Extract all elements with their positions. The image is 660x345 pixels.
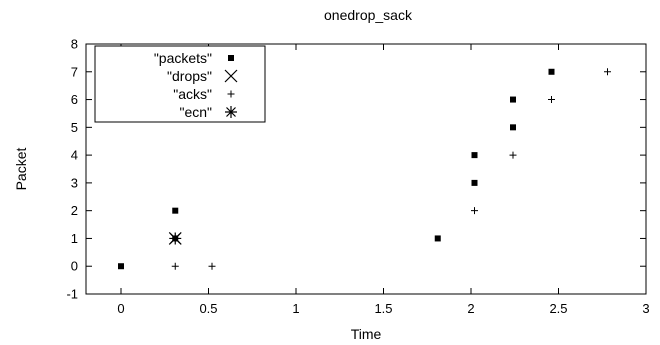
acks-point	[604, 68, 611, 76]
legend-label-packets: "packets"	[154, 50, 212, 66]
y-axis-label: Packet	[13, 147, 29, 190]
acks-point	[208, 262, 216, 270]
packets-point	[471, 179, 478, 186]
y-tick-label: 8	[71, 37, 78, 52]
legend-marker-packets	[228, 55, 234, 61]
legend-box	[94, 45, 266, 123]
legend-label-drops: "drops"	[167, 68, 212, 84]
y-tick-label: 4	[71, 148, 78, 163]
packets-point	[510, 124, 516, 131]
packets-point	[471, 152, 478, 159]
y-tick-label: 1	[71, 231, 78, 246]
packets-point	[434, 235, 441, 242]
x-tick-label: 2	[467, 301, 474, 316]
acks-point	[471, 207, 478, 215]
acks-point	[509, 151, 517, 159]
axis-tick-labels: 0 0.5 1 1.5 2 2.5 3 -1 0 1 2 3 4 5 6 7 8	[66, 37, 649, 317]
legend: "packets" "drops" "acks" "ecn"	[94, 45, 266, 123]
x-tick-label: 1	[292, 301, 299, 316]
y-tick-label: 5	[71, 120, 78, 135]
chart-title: onedrop_sack	[324, 7, 413, 23]
ecn-point	[169, 232, 182, 245]
y-tick-label: 0	[71, 259, 78, 274]
x-tick-label: 3	[642, 301, 649, 316]
legend-marker-acks	[227, 90, 235, 98]
acks-point	[548, 96, 555, 104]
data-marks	[118, 68, 611, 270]
x-axis-label: Time	[351, 326, 382, 342]
packets-point	[548, 68, 555, 75]
packets-point	[118, 263, 124, 270]
y-tick-label: 2	[71, 203, 78, 218]
x-tick-label: 1.5	[374, 301, 392, 316]
y-tick-label: 7	[71, 64, 78, 79]
y-tick-label: 3	[71, 175, 78, 190]
packets-point	[510, 96, 516, 103]
x-tick-label: 0	[117, 301, 124, 316]
plot-area-frame	[85, 43, 647, 295]
y-tick-label: 6	[71, 92, 78, 107]
legend-label-ecn: "ecn"	[179, 104, 212, 120]
packets-point	[172, 207, 179, 214]
legend-label-acks: "acks"	[173, 86, 212, 102]
acks-point	[171, 262, 179, 270]
x-tick-label: 2.5	[549, 301, 567, 316]
y-tick-label: -1	[66, 287, 78, 302]
legend-marker-ecn	[225, 106, 237, 118]
x-tick-label: 0.5	[199, 301, 217, 316]
legend-marker-drops	[224, 69, 238, 83]
